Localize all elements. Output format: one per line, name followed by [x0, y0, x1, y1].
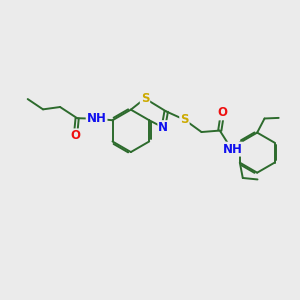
Text: S: S	[141, 92, 149, 105]
Text: O: O	[217, 106, 227, 119]
Text: NH: NH	[223, 142, 242, 156]
Text: NH: NH	[87, 112, 106, 125]
Text: O: O	[71, 129, 81, 142]
Text: N: N	[158, 121, 168, 134]
Text: S: S	[180, 113, 189, 126]
